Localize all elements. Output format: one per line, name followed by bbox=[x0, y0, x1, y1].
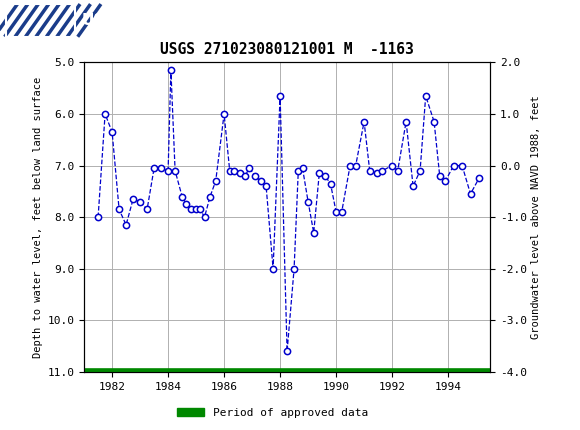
Title: USGS 271023080121001 M  -1163: USGS 271023080121001 M -1163 bbox=[160, 42, 414, 57]
Text: USGS: USGS bbox=[81, 13, 128, 28]
FancyBboxPatch shape bbox=[6, 4, 75, 37]
Legend: Period of approved data: Period of approved data bbox=[172, 403, 373, 422]
Y-axis label: Groundwater level above NAVD 1988, feet: Groundwater level above NAVD 1988, feet bbox=[531, 95, 541, 339]
Y-axis label: Depth to water level, feet below land surface: Depth to water level, feet below land su… bbox=[33, 77, 44, 358]
